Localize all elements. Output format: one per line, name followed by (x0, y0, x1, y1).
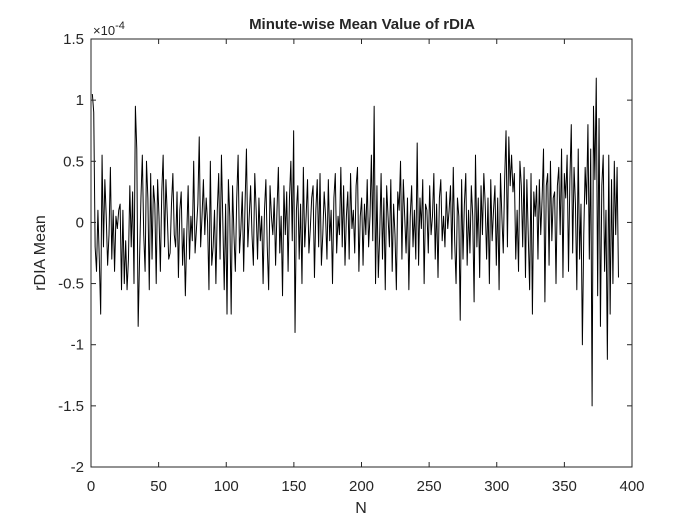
y-axis-ticks: -2 -1.5 -1 -0.5 0 0.5 1 1.5 (58, 31, 632, 476)
y-exponent: ×10-4 (93, 20, 125, 38)
x-axis-ticks: 0 50 100 150 200 250 300 350 400 (87, 39, 645, 495)
y-exponent-base: ×10 (93, 23, 115, 38)
x-axis-label: N (355, 500, 367, 517)
y-tick-label: 0.5 (63, 153, 84, 170)
y-axis-label: rDIA Mean (32, 215, 49, 291)
x-tick-label: 400 (619, 478, 644, 495)
x-tick-label: 100 (214, 478, 239, 495)
x-tick-label: 0 (87, 478, 95, 495)
x-tick-label: 200 (349, 478, 374, 495)
y-tick-label: 0 (76, 214, 84, 231)
y-exponent-power: -4 (115, 20, 125, 32)
y-tick-label: -2 (71, 459, 84, 476)
series-line (91, 77, 619, 407)
x-tick-label: 50 (150, 478, 167, 495)
y-tick-label: -0.5 (58, 276, 84, 293)
y-tick-label: -1.5 (58, 398, 84, 415)
plot-area (90, 38, 633, 468)
x-tick-label: 350 (552, 478, 577, 495)
x-tick-label: 300 (484, 478, 509, 495)
y-tick-label: 1 (76, 92, 84, 109)
x-tick-label: 250 (417, 478, 442, 495)
chart-title: Minute-wise Mean Value of rDIA (249, 16, 475, 33)
y-tick-label: 1.5 (63, 31, 84, 48)
plot-box (90, 38, 633, 468)
y-tick-label: -1 (71, 337, 84, 354)
x-tick-label: 150 (281, 478, 306, 495)
